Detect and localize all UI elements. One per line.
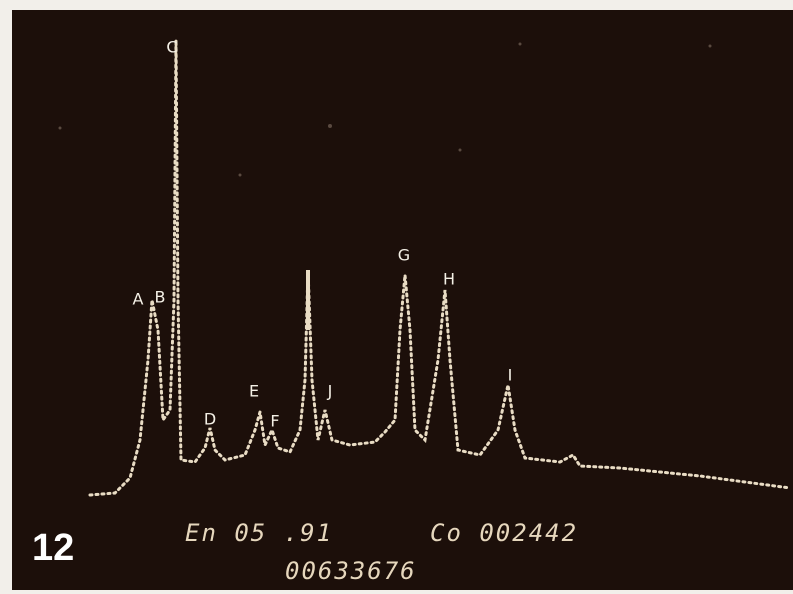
peak-label: G <box>398 246 410 265</box>
peak-label: E <box>249 382 259 401</box>
peak-label: H <box>443 270 455 289</box>
screen <box>12 10 793 590</box>
readout-count: Co 002442 <box>430 519 578 547</box>
peak-label: D <box>204 410 216 429</box>
peak-label: F <box>270 412 279 431</box>
readout-energy: En 05 .91 <box>185 519 333 547</box>
peak-label: C <box>166 38 177 57</box>
peak-label: B <box>155 288 166 307</box>
peak-label: I <box>508 366 513 385</box>
peak-label: A <box>133 290 144 309</box>
figure-number: 12 <box>32 527 74 569</box>
screen-photo: C A B D E F J G H I 12 En 05 .91 Co 0024… <box>0 0 793 590</box>
peak-label: J <box>327 382 333 401</box>
readout-total: 00633676 <box>285 557 417 585</box>
